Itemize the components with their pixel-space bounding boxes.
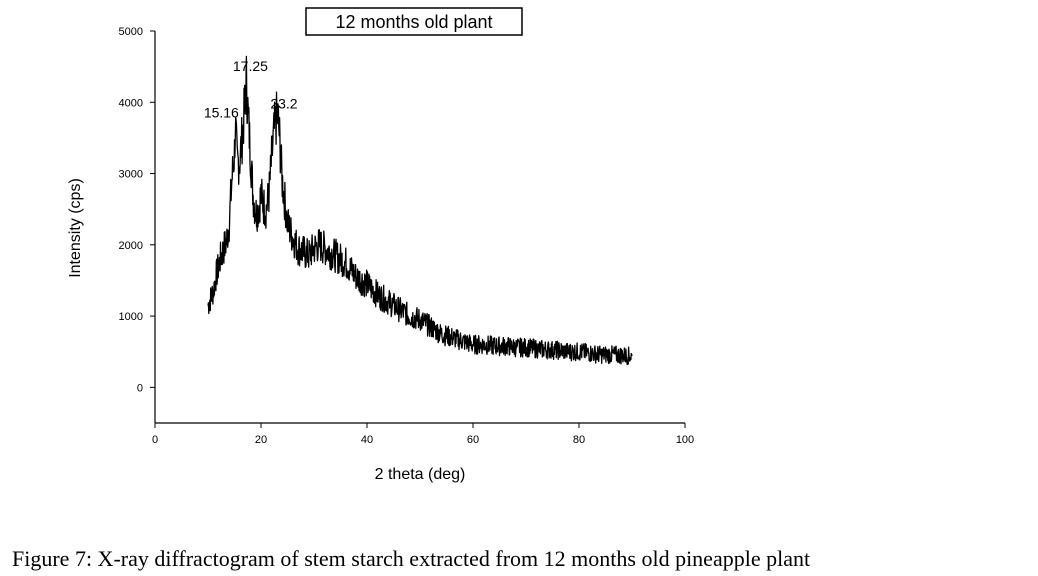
x-tick-label: 80 <box>573 434 585 446</box>
peak-label: 23.2 <box>270 96 297 112</box>
y-axis-title: Intensity (cps) <box>67 178 84 278</box>
x-tick-label: 60 <box>467 434 479 446</box>
y-tick-label: 4000 <box>119 97 143 109</box>
x-tick-label: 0 <box>152 434 158 446</box>
x-tick-label: 20 <box>255 434 267 446</box>
y-tick-label: 1000 <box>119 311 143 323</box>
xrd-series-line <box>207 55 633 366</box>
x-tick-label: 40 <box>361 434 373 446</box>
y-tick-label: 3000 <box>119 169 143 181</box>
y-tick-label: 5000 <box>119 26 143 38</box>
chart-title-box <box>305 7 523 36</box>
x-axis-title: 2 theta (deg) <box>375 466 466 483</box>
x-tick-label: 100 <box>676 434 694 446</box>
y-tick-label: 0 <box>137 382 143 394</box>
peak-label: 17.25 <box>233 58 268 74</box>
peak-label: 15.16 <box>204 105 239 121</box>
chart-title: 12 months old plant <box>335 12 492 32</box>
peak-annotations: 15.16 17.25 23.2 <box>204 58 298 121</box>
figure-caption: Figure 7: X-ray diffractogram of stem st… <box>12 546 810 571</box>
y-tick-label: 2000 <box>119 240 143 252</box>
